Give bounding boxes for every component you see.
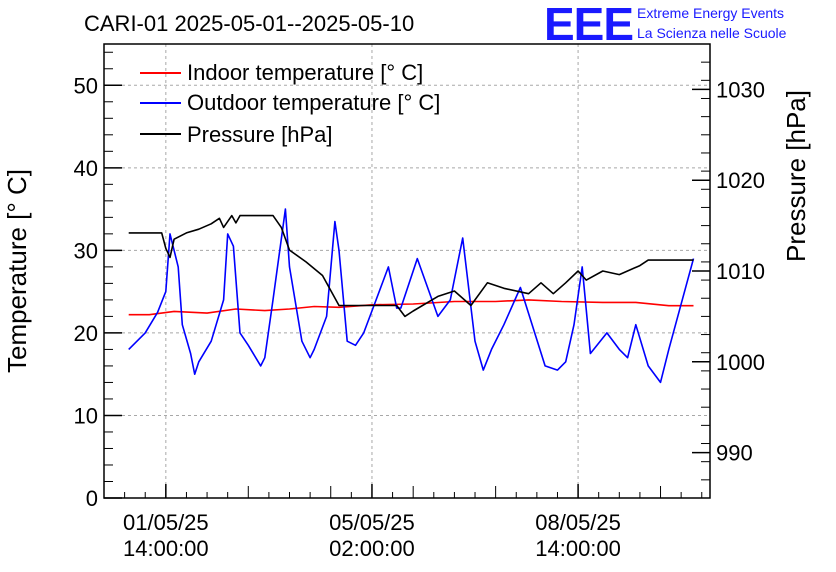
y2-tick-label: 1030 (716, 77, 765, 102)
y2-tick-label: 1020 (716, 168, 765, 193)
y2-axis-title: Pressure [hPa] (781, 90, 811, 262)
logo-line2: La Scienza nelle Scuole (637, 25, 787, 41)
legend: Indoor temperature [° C] Outdoor tempera… (140, 60, 440, 147)
y-tick-label: 30 (74, 238, 98, 263)
x-tick-label-date: 08/05/25 (535, 510, 621, 535)
logo-line1: Extreme Energy Events (637, 5, 784, 21)
y-tick-label: 50 (74, 73, 98, 98)
x-tick-label-time: 02:00:00 (329, 536, 415, 561)
logo-mark: EEE (544, 0, 633, 50)
y2-tick-label: 1000 (716, 350, 765, 375)
x-tick-label-date: 01/05/25 (123, 510, 209, 535)
y2-tick-label: 1010 (716, 259, 765, 284)
series-pressure (128, 214, 694, 318)
y-tick-label: 10 (74, 403, 98, 428)
x-tick-label-time: 14:00:00 (535, 536, 621, 561)
tick-labels: 01020304050990100010101020103001/05/2514… (74, 73, 765, 561)
grid-lines (104, 44, 710, 498)
chart-title: CARI-01 2025-05-01--2025-05-10 (84, 11, 414, 36)
legend-label-pressure: Pressure [hPa] (187, 122, 333, 147)
eee-logo: EEE Extreme Energy Events La Scienza nel… (544, 0, 787, 50)
series-outdoor-temperature (128, 208, 695, 384)
y-tick-label: 20 (74, 321, 98, 346)
y-axis-title: Temperature [° C] (2, 169, 32, 373)
legend-label-indoor: Indoor temperature [° C] (187, 60, 423, 85)
x-tick-label-time: 14:00:00 (123, 536, 209, 561)
y-tick-label: 0 (86, 486, 98, 511)
legend-label-outdoor: Outdoor temperature [° C] (187, 90, 440, 115)
x-tick-label-date: 05/05/25 (329, 510, 415, 535)
y-tick-label: 40 (74, 156, 98, 181)
axis-ticks (103, 43, 710, 499)
y2-tick-label: 990 (716, 441, 753, 466)
series-lines (128, 208, 695, 384)
